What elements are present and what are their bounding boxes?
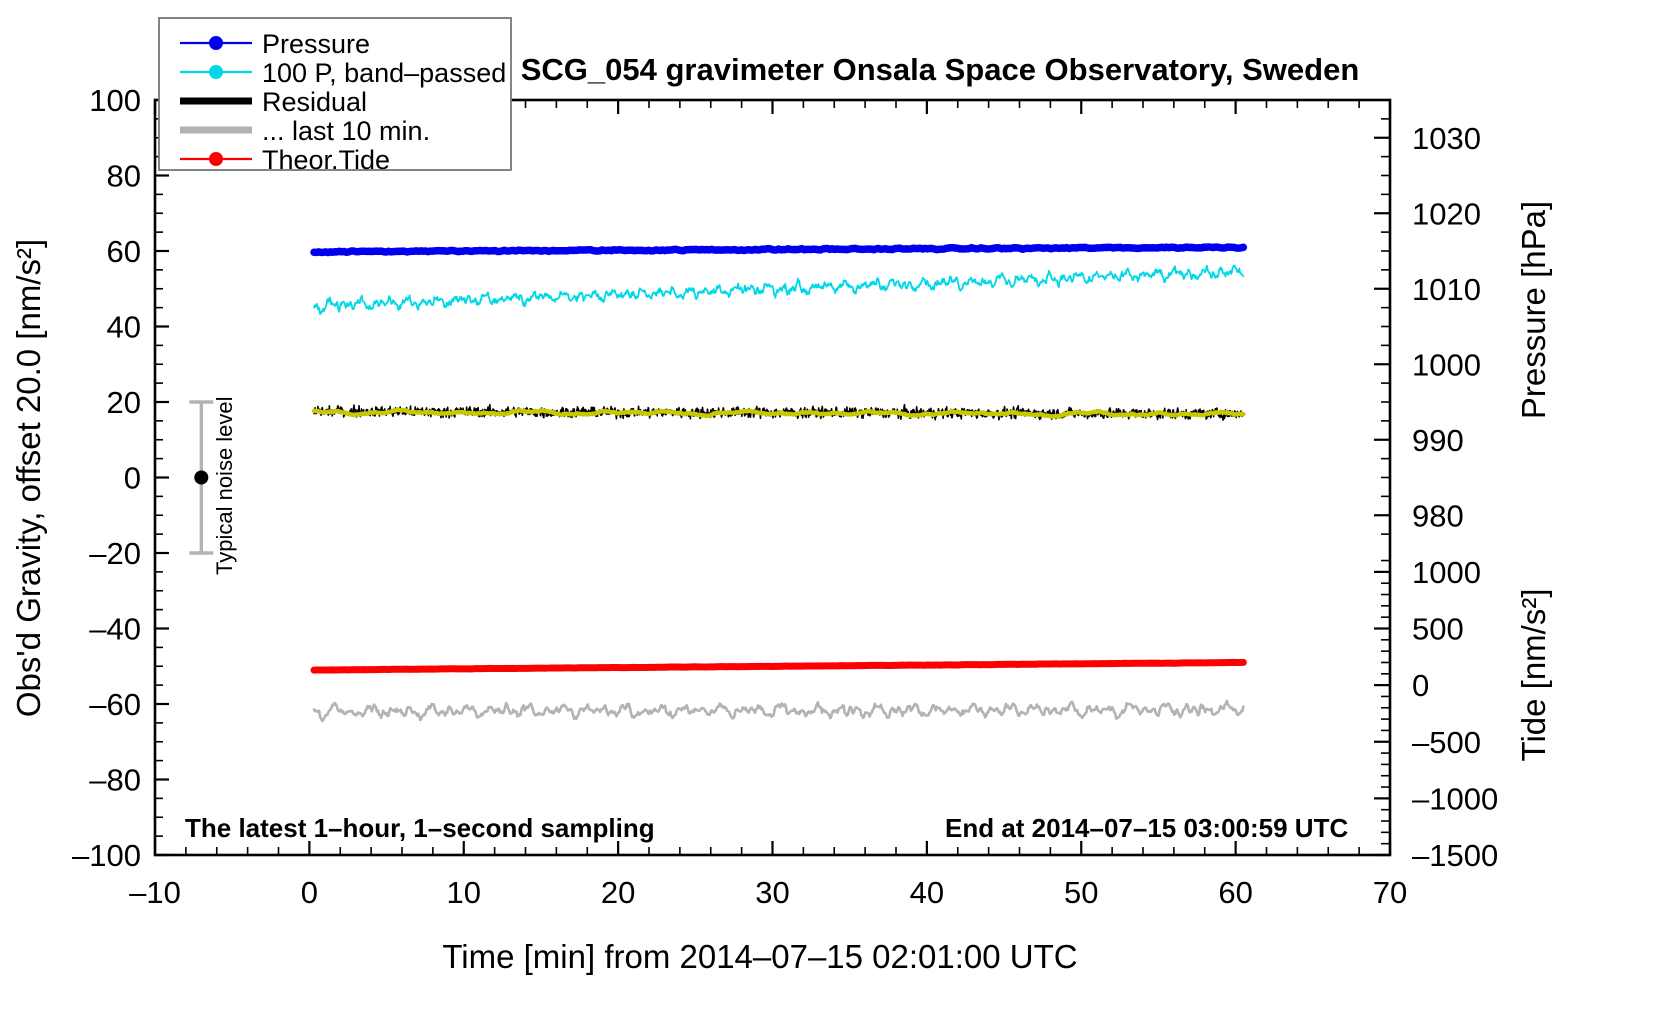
- legend-label-4: Theor.Tide: [262, 145, 390, 175]
- series-line: [310, 243, 1248, 257]
- x-tick-label: 40: [910, 875, 944, 910]
- y-tick-label: –60: [89, 687, 141, 722]
- series-line: [312, 699, 1245, 723]
- x-tick-label: 60: [1218, 875, 1252, 910]
- series-line: [311, 407, 1246, 419]
- x-tick-label: 30: [755, 875, 789, 910]
- pressure-tick-label: 980: [1412, 498, 1464, 533]
- legend-marker-0: [209, 36, 223, 50]
- y-tick-label: –20: [89, 536, 141, 571]
- typical-noise-level-marker: [189, 400, 214, 555]
- tide-tick-label: –500: [1412, 725, 1481, 760]
- sampling-note: The latest 1–hour, 1–second sampling: [185, 813, 655, 843]
- tide-tick-label: 1000: [1412, 555, 1481, 590]
- pressure-axis-ticks: 1030 1020 1010 1000 990 980: [1374, 118, 1481, 535]
- tide-tick-label: 0: [1412, 668, 1429, 703]
- plot-frame: [153, 98, 1392, 857]
- pressure-axis-title: Pressure [hPa]: [1515, 201, 1552, 419]
- legend-marker-4: [209, 152, 223, 166]
- tide-axis-ticks: 1000 500 0 –500 –1000 –1500: [1374, 555, 1498, 873]
- pressure-tick-label: 1030: [1412, 121, 1481, 156]
- tide-tick-label: –1000: [1412, 781, 1498, 816]
- y-axis-ticks: 100 80 60 40 20 0 –20 –40 –60 –80 –100: [72, 83, 169, 873]
- x-tick-label: –10: [129, 875, 181, 910]
- pressure-tick-label: 1000: [1412, 347, 1481, 382]
- tide-tick-label: –1500: [1412, 838, 1498, 873]
- x-tick-label: 70: [1373, 875, 1407, 910]
- legend-label-0: Pressure: [262, 29, 370, 59]
- y-tick-label: –40: [89, 612, 141, 647]
- x-tick-label: 0: [301, 875, 318, 910]
- series-line: [313, 264, 1245, 315]
- y-tick-label: 0: [124, 461, 141, 496]
- y-tick-label: 40: [107, 310, 141, 345]
- y-tick-label: 100: [89, 83, 141, 118]
- y-tick-label: –100: [72, 838, 141, 873]
- x-axis-title: Time [min] from 2014–07–15 02:01:00 UTC: [442, 938, 1077, 975]
- series-line: [310, 658, 1247, 674]
- noise-center-dot: [194, 470, 209, 485]
- y-tick-label: –80: [89, 763, 141, 798]
- x-tick-label: 20: [601, 875, 635, 910]
- legend-label-1: 100 P, band–passed: [262, 58, 506, 88]
- pressure-tick-label: 1020: [1412, 196, 1481, 231]
- y-tick-label: 80: [107, 159, 141, 194]
- legend-label-3: ... last 10 min.: [262, 116, 430, 146]
- typical-noise-level-label: Typical noise level: [212, 396, 237, 575]
- y-axis-title: Obs'd Gravity, offset 20.0 [nm/s²]: [10, 239, 47, 717]
- y-tick-label: 20: [107, 385, 141, 420]
- pressure-tick-label: 1010: [1412, 272, 1481, 307]
- tide-tick-label: 500: [1412, 612, 1464, 647]
- y-tick-label: 60: [107, 234, 141, 269]
- x-tick-label: 50: [1064, 875, 1098, 910]
- x-tick-label: 10: [447, 875, 481, 910]
- legend-marker-1: [209, 65, 223, 79]
- data-series-group: [310, 243, 1248, 723]
- tide-axis-title: Tide [nm/s²]: [1515, 589, 1552, 762]
- legend-label-2: Residual: [262, 87, 367, 117]
- end-time-note: End at 2014–07–15 03:00:59 UTC: [945, 813, 1348, 843]
- chart-title: SCG_054 gravimeter Onsala Space Observat…: [521, 52, 1360, 87]
- pressure-tick-label: 990: [1412, 423, 1464, 458]
- x-axis-ticks: –10 0 10 20 30 40 50 60 70: [129, 100, 1407, 910]
